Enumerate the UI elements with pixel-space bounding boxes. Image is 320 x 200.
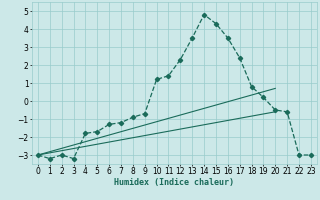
X-axis label: Humidex (Indice chaleur): Humidex (Indice chaleur) (115, 178, 234, 187)
